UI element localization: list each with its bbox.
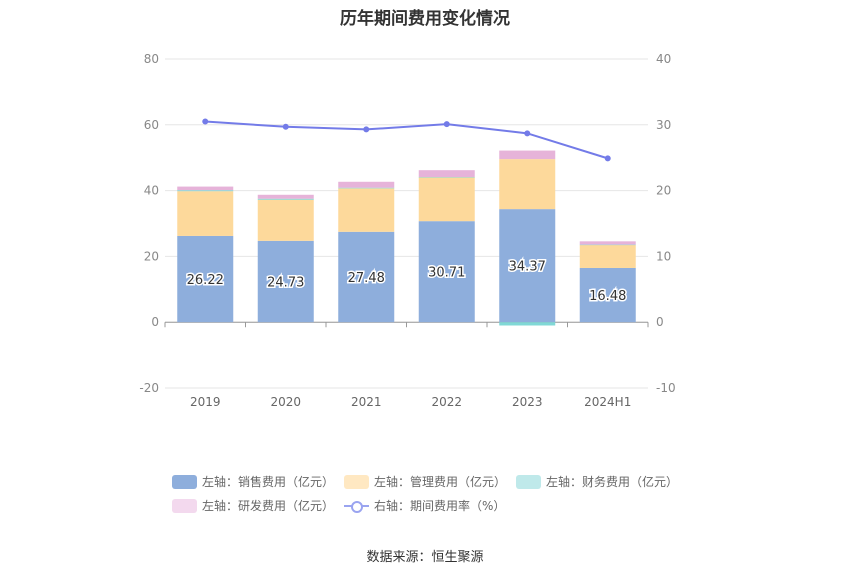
left-axis-tick-label: 0 <box>151 315 159 329</box>
left-axis-tick-label: -20 <box>139 381 159 395</box>
bar-2020-series-2 <box>257 198 314 200</box>
left-axis-tick-label: 60 <box>144 118 159 132</box>
bar-2019-series-2 <box>177 190 234 192</box>
bar-2021-series-1 <box>338 188 395 232</box>
bar-2023-series-2 <box>499 322 556 326</box>
expense-ratio-line <box>205 120 609 160</box>
bar-2024H1-series-0 <box>579 267 636 323</box>
chart-title: 历年期间费用变化情况 <box>340 9 510 29</box>
x-axis-label-2020: 2020 <box>270 395 301 409</box>
bar-2020-series-1 <box>257 199 314 241</box>
legend-label-admin: 左轴：管理费用（亿元） <box>374 475 507 489</box>
legend-label-expense-ratio: 右轴：期间费用率（%） <box>374 499 506 513</box>
data-label-2020: 24.73 <box>267 276 304 291</box>
bar-2022-series-0 <box>418 221 475 323</box>
right-axis-tick-label: -10 <box>656 381 676 395</box>
legend-swatch-admin <box>344 474 369 489</box>
data-label-2019: 26.22 <box>187 273 224 288</box>
bar-2024H1-series-2 <box>579 244 636 246</box>
grid-lines <box>165 58 648 389</box>
legend-swatch-finance <box>516 474 541 489</box>
right-axis-tick-label: 10 <box>656 249 671 263</box>
right-axis-tick-label: 20 <box>656 184 671 198</box>
left-axis-tick-label: 20 <box>144 249 159 263</box>
bar-2021-series-2 <box>338 187 395 189</box>
bar-2023-series-1 <box>499 159 556 210</box>
right-axis-tick-label: 0 <box>656 315 664 329</box>
bar-2022-series-2 <box>418 177 475 178</box>
legend-label-sales: 左轴：销售费用（亿元） <box>202 475 335 489</box>
data-label-2023: 34.37 <box>509 260 546 275</box>
expense-ratio-point-2024H1 <box>604 155 611 162</box>
bar-2024H1-series-1 <box>579 244 636 268</box>
line-series <box>202 118 611 162</box>
x-axis-label-2022: 2022 <box>431 395 462 409</box>
right-axis-tick-label: 40 <box>656 52 671 66</box>
bar-2019-series-1 <box>177 191 234 236</box>
legend-item-sales[interactable]: 左轴：销售费用（亿元） <box>172 473 334 490</box>
legend-line-marker-icon <box>344 499 369 513</box>
x-axis-label-2023: 2023 <box>512 395 543 409</box>
expense-ratio-point-2020 <box>282 123 289 130</box>
legend-label-finance: 左轴：财务费用（亿元） <box>546 475 679 489</box>
bar-2021-series-0 <box>338 231 395 323</box>
bar-2023-series-3 <box>499 150 556 160</box>
x-axis-label-2021: 2021 <box>351 395 382 409</box>
legend-item-expense-ratio[interactable]: 右轴：期间费用率（%） <box>344 497 505 514</box>
x-axis-label-2019: 2019 <box>190 395 221 409</box>
axes: -20 0 20 40 60 80 -10 0 10 20 30 40 2019 2020 2021 2022… <box>139 52 675 409</box>
expense-ratio-point-2019 <box>202 118 209 125</box>
legend-item-admin[interactable]: 左轴：管理费用（亿元） <box>344 473 506 490</box>
source-note: 数据来源：恒生聚源 <box>366 550 484 565</box>
expense-ratio-point-2021 <box>363 126 370 133</box>
left-axis-tick-label: 40 <box>144 184 159 198</box>
left-axis-tick-label: 80 <box>144 52 159 66</box>
bar-2023-series-0 <box>499 209 556 323</box>
bar-2019-series-3 <box>177 186 234 191</box>
expense-ratio-point-2022 <box>443 121 450 128</box>
x-axis-label-2024H1: 2024H1 <box>584 395 631 409</box>
data-label-2022: 30.71 <box>428 266 465 281</box>
bar-2019-series-0 <box>177 235 234 323</box>
legend-item-finance[interactable]: 左轴：财务费用（亿元） <box>516 473 678 490</box>
data-label-2021: 27.48 <box>348 271 385 286</box>
expense-ratio-point-2023 <box>524 130 531 137</box>
bar-2022-series-1 <box>418 177 475 222</box>
legend-label-rd: 左轴：研发费用（亿元） <box>202 499 335 513</box>
data-labels: 26.22 24.73 27.48 30.71 34.37 16.48 <box>185 258 628 305</box>
data-label-2024H1: 16.48 <box>589 289 626 304</box>
bar-2024H1-series-3 <box>579 241 636 245</box>
legend-swatch-rd <box>172 498 197 513</box>
bar-2022-series-3 <box>418 170 475 178</box>
bar-2021-series-3 <box>338 181 395 188</box>
bar-2020-series-0 <box>257 240 314 323</box>
right-axis-tick-label: 30 <box>656 118 671 132</box>
bar-series <box>177 150 636 326</box>
legend-item-rd[interactable]: 左轴：研发费用（亿元） <box>172 497 334 514</box>
bar-2020-series-3 <box>257 194 314 199</box>
legend-swatch-sales <box>172 474 197 489</box>
